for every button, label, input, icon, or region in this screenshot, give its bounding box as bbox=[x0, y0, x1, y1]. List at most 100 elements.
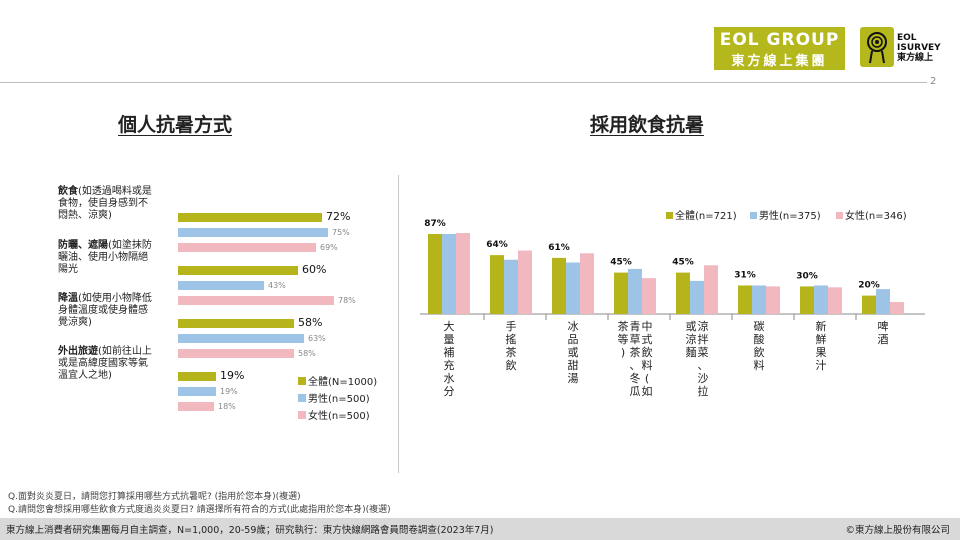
category-label-char: 水 bbox=[444, 372, 455, 385]
bar-female bbox=[178, 243, 316, 252]
category-label-detail: (如使用小物降低身體溫度或使身體感覺涼爽) bbox=[58, 293, 152, 328]
bar-total bbox=[428, 233, 442, 314]
bar-female bbox=[890, 302, 904, 314]
category-label-char: 果 bbox=[816, 346, 827, 359]
bar-value-label: 72% bbox=[326, 210, 351, 223]
isurvey-line3: 東方線上 bbox=[897, 53, 934, 63]
footnote-question-2: Q.請問您會想採用哪些飲食方式度過炎炎夏日? 請選擇所有符合的方式(此處指用於您… bbox=[8, 505, 391, 515]
category-label-char: 分 bbox=[444, 385, 455, 398]
category-label-char: 手 bbox=[506, 319, 517, 333]
legend-swatch bbox=[298, 376, 306, 385]
legend-swatch bbox=[666, 212, 673, 219]
bar-female bbox=[178, 296, 334, 305]
bar-female bbox=[456, 233, 470, 314]
category-label-char: 甜 bbox=[568, 359, 579, 372]
category-label-char: 新 bbox=[816, 319, 827, 333]
isurvey-line1: EOL bbox=[897, 33, 917, 43]
footer-bar bbox=[0, 518, 960, 540]
category-label-char: 碳 bbox=[754, 319, 765, 333]
section-divider bbox=[398, 175, 399, 473]
category-label: 飲食(如透過喝料或是食物，使自身感到不悶熱、涼爽) bbox=[58, 186, 156, 222]
category-label-char: 草 bbox=[630, 333, 641, 346]
legend-label: 全體(n=721) bbox=[675, 209, 737, 222]
bar-total bbox=[800, 286, 814, 314]
category-label-char: 飲 bbox=[754, 345, 765, 359]
bar-value-label: 18% bbox=[218, 402, 236, 411]
legend-item: 全體(N=1000) bbox=[298, 373, 377, 388]
category-label-char: 料 bbox=[642, 358, 653, 372]
bar-total bbox=[178, 266, 298, 275]
category-label-char: ( bbox=[645, 372, 649, 385]
legend-label: 女性(n=346) bbox=[845, 209, 907, 222]
category-label-char: 酸 bbox=[754, 332, 765, 346]
legend-label: 全體(N=1000) bbox=[308, 377, 378, 388]
eol-group-logo: EOL GROUP 東方線上集團 bbox=[714, 27, 845, 70]
category-label-char: 、 bbox=[698, 359, 709, 372]
category-label-char: 等 bbox=[618, 332, 629, 346]
bar-female bbox=[518, 250, 532, 314]
category-label-char: 大 bbox=[444, 319, 455, 333]
bar-male bbox=[752, 285, 766, 314]
category-label-char: 、 bbox=[630, 359, 641, 372]
category-label-char: 菜 bbox=[698, 346, 709, 359]
total-value-label: 30% bbox=[796, 271, 818, 281]
category-label-bold: 降溫 bbox=[58, 293, 78, 304]
category-label-char: 酒 bbox=[878, 333, 889, 346]
bar-value-label: 78% bbox=[338, 296, 356, 305]
category-label-char: 汁 bbox=[816, 359, 827, 372]
personal-cooling-chart: 飲食(如透過喝料或是食物，使自身感到不悶熱、涼爽) 72% 75% 69% 防曬、遮陽(… bbox=[0, 0, 398, 470]
legend-swatch bbox=[298, 393, 306, 402]
total-value-label: 31% bbox=[734, 270, 756, 280]
category-label-char: 鮮 bbox=[816, 332, 827, 346]
bar-female bbox=[178, 349, 294, 358]
bar-female bbox=[704, 265, 718, 314]
bar-value-label: 58% bbox=[298, 316, 323, 329]
category-label-detail: (如塗抹防曬油、使用小物隔絕陽光 bbox=[58, 240, 152, 275]
category-label-bold: 飲食 bbox=[58, 186, 78, 197]
bar-total bbox=[490, 255, 504, 314]
category-label-char: 沙 bbox=[698, 372, 709, 385]
logo-eol-line2: 東方線上集團 bbox=[731, 54, 828, 69]
category-label-char: 茶 bbox=[618, 320, 629, 333]
bar-value-label: 63% bbox=[308, 334, 326, 343]
category-label-char: 冰 bbox=[568, 320, 579, 333]
bar-value-label: 75% bbox=[332, 228, 350, 237]
bar-total bbox=[178, 213, 322, 222]
category-label-char: 湯 bbox=[568, 372, 579, 385]
category-label-char: 茶 bbox=[506, 346, 517, 359]
category-label-char: ) bbox=[621, 346, 625, 359]
footer-copyright: ©東方線上股份有限公司 bbox=[845, 525, 950, 536]
legend-label: 女性(n=500) bbox=[308, 411, 370, 422]
page-number: 2 bbox=[930, 76, 937, 87]
legend-item: 男性(n=500) bbox=[298, 390, 370, 405]
bar-female bbox=[828, 287, 842, 314]
isurvey-logo-text: EOL ISURVEY 東方線上 bbox=[897, 33, 941, 63]
legend-label: 男性(n=500) bbox=[308, 394, 370, 405]
legend-swatch bbox=[298, 410, 306, 419]
category-label-char: 中 bbox=[642, 320, 653, 333]
bar-female bbox=[642, 278, 656, 314]
bar-total bbox=[178, 372, 216, 381]
category-label-char: 拉 bbox=[698, 384, 709, 398]
bar-male bbox=[178, 281, 264, 290]
category-label: 外出旅遊(如前往山上或是高緯度國家等氣溫宜人之地) bbox=[58, 346, 156, 382]
category-label-char: 涼 bbox=[698, 319, 709, 333]
footnote-question-1: Q.面對炎炎夏日，請問您打算採用哪些方式抗暑呢? (指用於您本身)(複選) bbox=[8, 492, 301, 502]
category-label-char: 青 bbox=[630, 320, 641, 333]
legend-swatch bbox=[836, 212, 843, 219]
bar-total bbox=[738, 285, 752, 314]
category-label-char: 啤 bbox=[878, 319, 889, 333]
bar-male bbox=[566, 262, 580, 314]
category-label-char: 料 bbox=[754, 358, 765, 372]
isurvey-line2: ISURVEY bbox=[897, 43, 941, 53]
total-value-label: 20% bbox=[858, 281, 880, 291]
category-label-char: 茶 bbox=[630, 346, 641, 359]
category-label-char: 品 bbox=[568, 333, 579, 346]
bar-value-label: 58% bbox=[298, 349, 316, 358]
category-label-char: 搖 bbox=[506, 333, 517, 346]
category-label-char: 或 bbox=[686, 320, 697, 333]
bar-female bbox=[178, 402, 214, 411]
logo-eol-line1: EOL GROUP bbox=[719, 30, 840, 50]
total-value-label: 64% bbox=[486, 240, 508, 250]
category-label-char: 拌 bbox=[698, 332, 709, 346]
